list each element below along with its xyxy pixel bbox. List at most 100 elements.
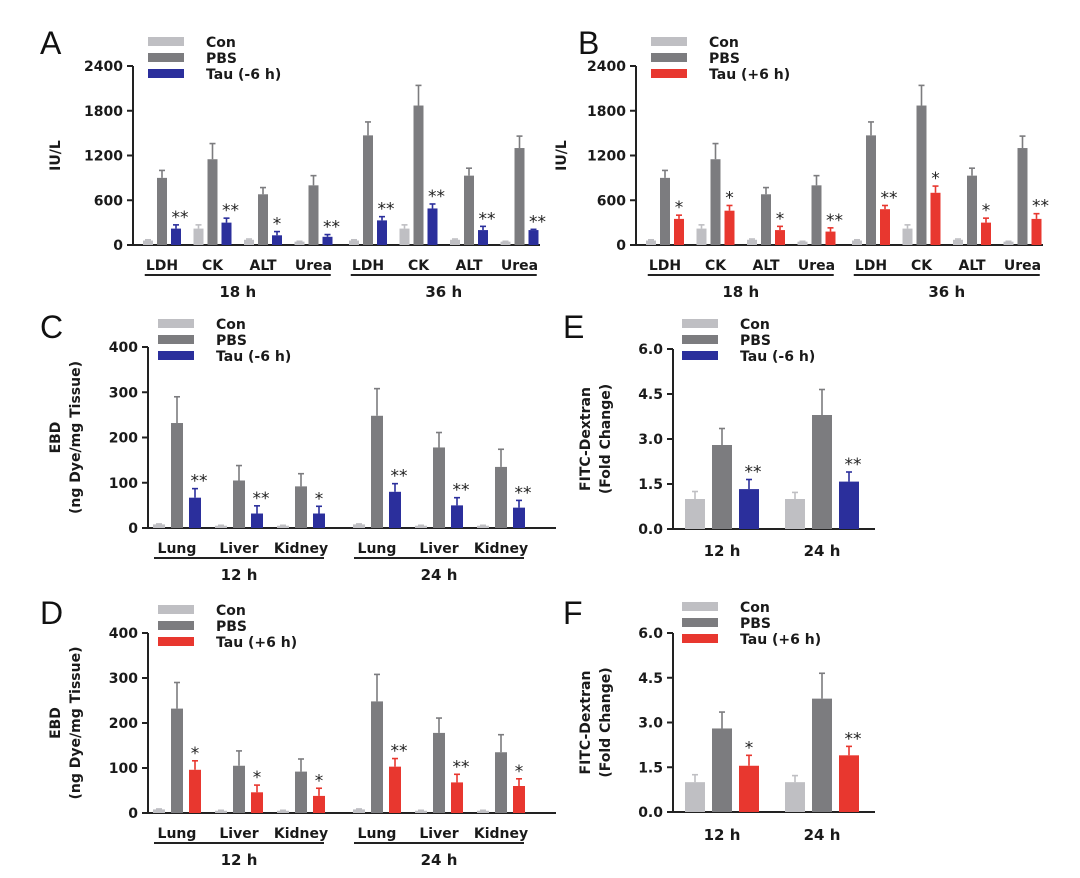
y-tick-label: 1.5: [638, 760, 663, 776]
y-axis-label-units: (ng Dye/mg Tissue): [68, 361, 84, 514]
significance-marker: **: [453, 757, 470, 777]
bar-pbs: [967, 175, 977, 245]
x-category-label: CK: [705, 258, 727, 274]
bar-pbs: [433, 732, 445, 813]
bar-con: [244, 239, 254, 245]
bar-tau-6-h-: [313, 795, 325, 813]
y-tick-label: 1200: [84, 149, 123, 165]
legend-label: Tau (-6 h): [216, 349, 291, 365]
bar-pbs: [171, 423, 183, 528]
bar-pbs: [308, 185, 319, 245]
x-category-label: LDH: [146, 258, 178, 274]
bar-pbs: [710, 159, 721, 245]
bar-pbs: [171, 708, 183, 813]
legend-label: Tau (-6 h): [740, 349, 815, 365]
bar-tau-6-h-: [724, 210, 735, 245]
x-category-label: 12 h: [704, 542, 741, 560]
x-category-label: Kidney: [274, 541, 328, 557]
x-category-label: Kidney: [274, 826, 328, 842]
legend-swatch: [651, 69, 687, 78]
x-category-label: Lung: [158, 826, 197, 842]
y-axis-label: FITC-Dextran: [578, 671, 594, 775]
bar-tau-6-h-: [981, 222, 991, 245]
bar-con: [477, 525, 489, 528]
y-tick-label: 0: [616, 238, 626, 254]
bar-pbs: [514, 148, 525, 245]
significance-marker: *: [273, 215, 282, 235]
bar-con: [477, 810, 489, 813]
bar-tau-6-h-: [674, 218, 684, 245]
bar-tau-6-h-: [251, 792, 263, 813]
significance-marker: **: [253, 489, 270, 509]
x-category-label: ALT: [456, 258, 483, 274]
x-category-label: Kidney: [474, 541, 528, 557]
significance-marker: *: [191, 744, 200, 764]
significance-marker: **: [391, 742, 408, 762]
bar-tau-6-h-: [189, 769, 201, 813]
x-group-label: 18 h: [722, 283, 759, 301]
bar-con: [277, 525, 289, 528]
bar-con: [153, 809, 165, 813]
bar-pbs: [363, 135, 373, 245]
bar-pbs: [157, 177, 167, 245]
legend-swatch: [682, 319, 718, 328]
significance-marker: *: [315, 489, 324, 509]
y-tick-label: 4.5: [638, 671, 663, 687]
y-axis-label: IU/L: [48, 140, 64, 171]
legend-label: Tau (+6 h): [216, 635, 297, 651]
bar-pbs: [916, 105, 927, 245]
y-tick-label: 100: [109, 761, 138, 777]
significance-marker: *: [931, 169, 940, 189]
bar-pbs: [660, 177, 670, 245]
bar-con: [349, 240, 359, 245]
y-tick-label: 3.0: [638, 716, 663, 732]
significance-marker: *: [776, 209, 785, 229]
x-category-label: 24 h: [804, 826, 841, 844]
legend-swatch: [682, 618, 718, 627]
y-tick-label: 2400: [84, 59, 123, 75]
significance-marker: **: [515, 483, 532, 503]
y-tick-label: 1800: [84, 104, 123, 120]
significance-marker: **: [172, 208, 189, 228]
bar-tau-6-h-: [389, 766, 401, 813]
bar-con: [415, 810, 427, 813]
legend-label: PBS: [216, 619, 247, 635]
y-tick-label: 600: [94, 193, 123, 209]
legend-swatch: [682, 602, 718, 611]
significance-marker: *: [725, 188, 734, 208]
x-category-label: CK: [202, 258, 224, 274]
legend-swatch: [158, 319, 194, 328]
y-tick-label: 6.0: [638, 626, 663, 642]
bar-con: [500, 241, 511, 245]
bar-tau-6-h-: [825, 231, 836, 245]
bar-pbs: [712, 445, 732, 529]
significance-marker: *: [982, 201, 991, 221]
legend-label: PBS: [216, 333, 247, 349]
legend-swatch: [682, 351, 718, 360]
x-group-label: 18 h: [219, 283, 256, 301]
x-category-label: Liver: [419, 541, 458, 557]
bar-con: [685, 782, 705, 812]
significance-marker: **: [1032, 197, 1049, 217]
bar-tau-6-h-: [171, 228, 181, 245]
bar-pbs: [233, 480, 245, 528]
bar-con: [215, 525, 227, 528]
legend-label: Con: [740, 600, 770, 616]
x-group-label: 24 h: [421, 566, 458, 584]
x-group-label: 12 h: [221, 566, 258, 584]
bar-tau-6-h-: [839, 481, 859, 529]
x-category-label: LDH: [352, 258, 384, 274]
significance-marker: **: [222, 201, 239, 221]
x-category-label: Lung: [158, 541, 197, 557]
significance-marker: **: [881, 188, 898, 208]
significance-marker: *: [315, 771, 324, 791]
x-category-label: CK: [911, 258, 933, 274]
bar-tau-6-h-: [451, 782, 463, 813]
bar-pbs: [371, 415, 383, 528]
bar-tau-6-h-: [930, 192, 941, 245]
bar-tau-6-h-: [272, 235, 282, 245]
